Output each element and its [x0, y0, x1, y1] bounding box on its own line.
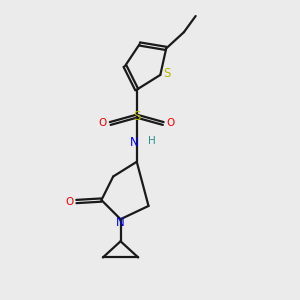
Text: S: S: [163, 67, 170, 80]
Text: N: N: [116, 216, 125, 229]
Text: O: O: [99, 118, 107, 128]
Text: H: H: [148, 136, 155, 146]
Text: O: O: [65, 196, 73, 206]
Text: N: N: [129, 136, 138, 149]
Text: O: O: [167, 118, 175, 128]
Text: S: S: [133, 110, 140, 123]
